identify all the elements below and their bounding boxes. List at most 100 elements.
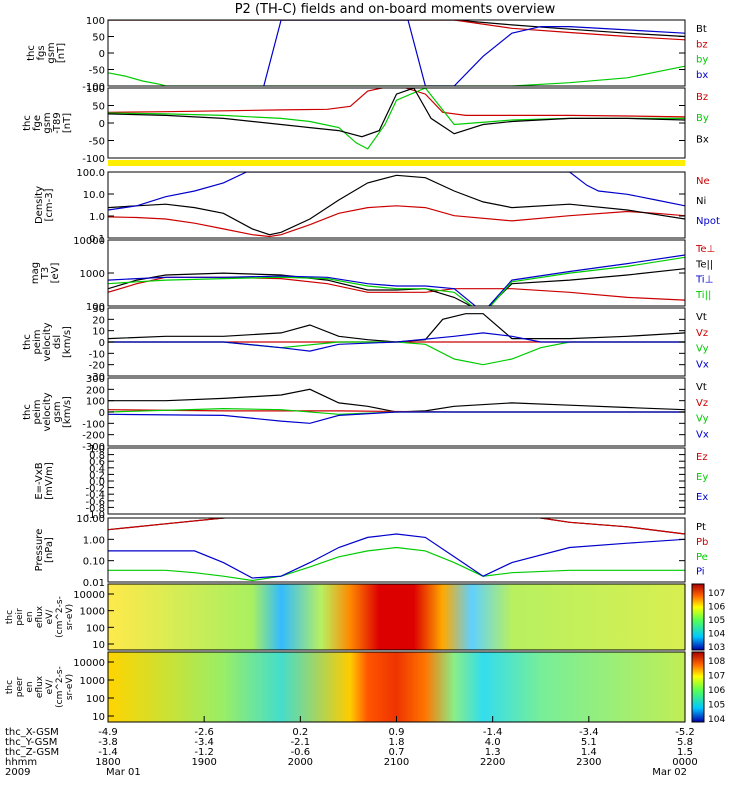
spec-ytick-1-3: 10 (92, 712, 105, 723)
panel-frame-pressure (107, 517, 686, 583)
panel-frame-e-vxb (107, 447, 686, 515)
colorbar-tick-0-0: 107 (708, 589, 725, 599)
ytick-density-2: 1.0 (89, 212, 105, 223)
ytick-fgs-1: 50 (92, 33, 105, 44)
xaxis-value-0-2: 0.2 (292, 727, 308, 738)
legend-fgs-1: bz (696, 39, 708, 50)
colorbar-peer-en-eflux (691, 651, 705, 723)
ytick-temperature-0: 10000 (73, 236, 105, 247)
series-line-temperature-1 (108, 268, 685, 306)
series-line-peim-velocity-gsm-3 (108, 411, 685, 424)
xaxis-value-2-4: 1.3 (485, 747, 501, 758)
xaxis-value-4-6: Mar 02 (652, 767, 687, 778)
plot-title: P2 (TH-C) fields and on-board moments ov… (235, 2, 556, 17)
xaxis-value-2-6: 1.5 (677, 747, 693, 758)
colorbar-tick-0-4: 103 (708, 643, 725, 653)
xaxis-value-0-6: -5.2 (675, 727, 695, 738)
ytick-peim-velocity-dsl-2: 10 (92, 327, 105, 338)
ylabel-e-vxb-0: E=-VxB (34, 462, 45, 499)
ytick-peim-velocity-gsm-1: 200 (86, 385, 105, 396)
ytick-density-0: 100.0 (76, 168, 105, 179)
legend-peim-velocity-dsl-0: Vt (696, 312, 707, 323)
series-line-fge-1 (108, 88, 685, 150)
ytick-peim-velocity-gsm-0: 300 (86, 374, 105, 385)
series-line-peim-velocity-gsm-0 (108, 388, 685, 413)
ylabel-temperature-1: T3 (40, 267, 51, 280)
series-line-fgs-1 (108, 20, 685, 41)
spec-ylabel-0-6: sr-eV) (65, 604, 75, 630)
xaxis-row-label-2: thc_Z-GSM (5, 747, 59, 758)
ytick-e-vxb-4: 0.2 (89, 470, 105, 481)
colorbar-tick-1-0: 108 (708, 657, 725, 667)
spec-ylabel-0-4: eV/ (45, 609, 55, 625)
series-line-fgs-0 (108, 20, 685, 38)
ylabel-peim-velocity-dsl-3: dsl (52, 335, 63, 349)
ytick-fge-4: -100 (82, 154, 105, 165)
spec-ytick-0-3: 10 (92, 640, 105, 651)
legend-pressure-3: Pi (696, 567, 705, 578)
xaxis-value-2-1: -1.2 (194, 747, 214, 758)
legend-fge-0: Bz (696, 92, 708, 103)
ylabel-peim-velocity-dsl-1: peim (32, 329, 43, 354)
ytick-e-vxb-9: -0.8 (85, 503, 105, 514)
ytick-density-3: 0.1 (89, 234, 105, 245)
xaxis-value-1-1: -3.4 (194, 737, 214, 748)
ytick-pressure-1: 1.00 (83, 535, 105, 546)
series-line-peim-velocity-dsl-0 (108, 313, 685, 343)
xaxis-value-4-0: Mar 01 (106, 767, 141, 778)
ytick-pressure-3: 0.01 (83, 578, 105, 589)
ytick-peim-velocity-gsm-3: 0 (99, 408, 105, 419)
ytick-peim-velocity-dsl-5: -20 (89, 361, 105, 372)
legend-temperature-0: Te⊥ (695, 244, 715, 255)
xaxis-value-1-4: 4.0 (485, 737, 501, 748)
legend-pressure-0: Pt (696, 522, 706, 533)
xaxis-value-1-6: 5.8 (677, 737, 693, 748)
xaxis-value-0-5: -3.4 (579, 727, 599, 738)
series-line-temperature-3 (108, 256, 685, 306)
ylabel-temperature-2: [eV] (50, 263, 61, 284)
legend-density-1: Ni (696, 196, 706, 207)
series-line-density-1 (108, 174, 685, 236)
colorbar-tick-1-4: 104 (708, 715, 725, 725)
series-line-density-0 (108, 205, 685, 238)
legend-peim-velocity-gsm-0: Vt (696, 382, 707, 393)
spectrogram-image-peer-en-eflux (108, 652, 685, 722)
spec-ytick-0-2: 100 (86, 623, 105, 634)
xaxis-value-0-3: 0.9 (389, 727, 405, 738)
ytick-fge-3: -50 (89, 137, 105, 148)
ylabel-fge-2: gsm (42, 112, 53, 133)
ytick-e-vxb-0: 1.0 (89, 444, 105, 455)
ylabel-fge-3: -T89 (52, 112, 63, 134)
ylabel-fgs-3: [nT] (56, 43, 67, 63)
panel-fge: Bz By Bx 100 50 0 -50 -100 thc fge gsm -T89 [nT] (22, 84, 709, 165)
spectrogram-image-peir-en-eflux (108, 584, 685, 650)
series-line-fge-2 (108, 88, 685, 138)
legend-pressure-2: Pe (696, 552, 708, 563)
ytick-e-vxb-5: 0.0 (89, 477, 105, 488)
ytick-e-vxb-6: -0.2 (85, 484, 105, 495)
series-line-fgs-3 (263, 20, 685, 86)
xaxis-value-3-1: 1900 (191, 757, 216, 768)
ylabel-pressure-1: [nPa] (44, 537, 55, 563)
spec-ylabel-1-6: sr-eV) (65, 674, 75, 700)
spec-ylabel-0-1: peir (15, 608, 25, 626)
ytick-e-vxb-10: -1.0 (85, 510, 105, 521)
ylabel-fgs-2: gsm (46, 42, 57, 63)
ylabel-peim-velocity-gsm-2: velocity (42, 392, 53, 431)
ylabel-peim-velocity-gsm-1: peim (32, 399, 43, 424)
ytick-peim-velocity-gsm-4: -100 (82, 419, 105, 430)
xaxis-value-0-4: -1.4 (483, 727, 503, 738)
ytick-fge-0: 100 (86, 84, 105, 95)
ylabel-e-vxb-1: [mV/m] (44, 462, 55, 500)
ytick-pressure-2: 0.10 (83, 557, 105, 568)
xaxis-row-label-4: 2009 (5, 767, 30, 778)
spec-ylabel-1-3: eflux (35, 675, 45, 698)
legend-temperature-3: Ti|| (695, 290, 711, 301)
spec-ytick-1-1: 1000 (80, 676, 105, 687)
xaxis-value-1-0: -3.8 (98, 737, 118, 748)
colorbar-tick-0-1: 106 (708, 603, 725, 613)
ytick-e-vxb-2: 0.6 (89, 457, 105, 468)
ylabel-temperature-0: mag (30, 262, 41, 284)
xaxis-value-0-0: -4.9 (98, 727, 118, 738)
